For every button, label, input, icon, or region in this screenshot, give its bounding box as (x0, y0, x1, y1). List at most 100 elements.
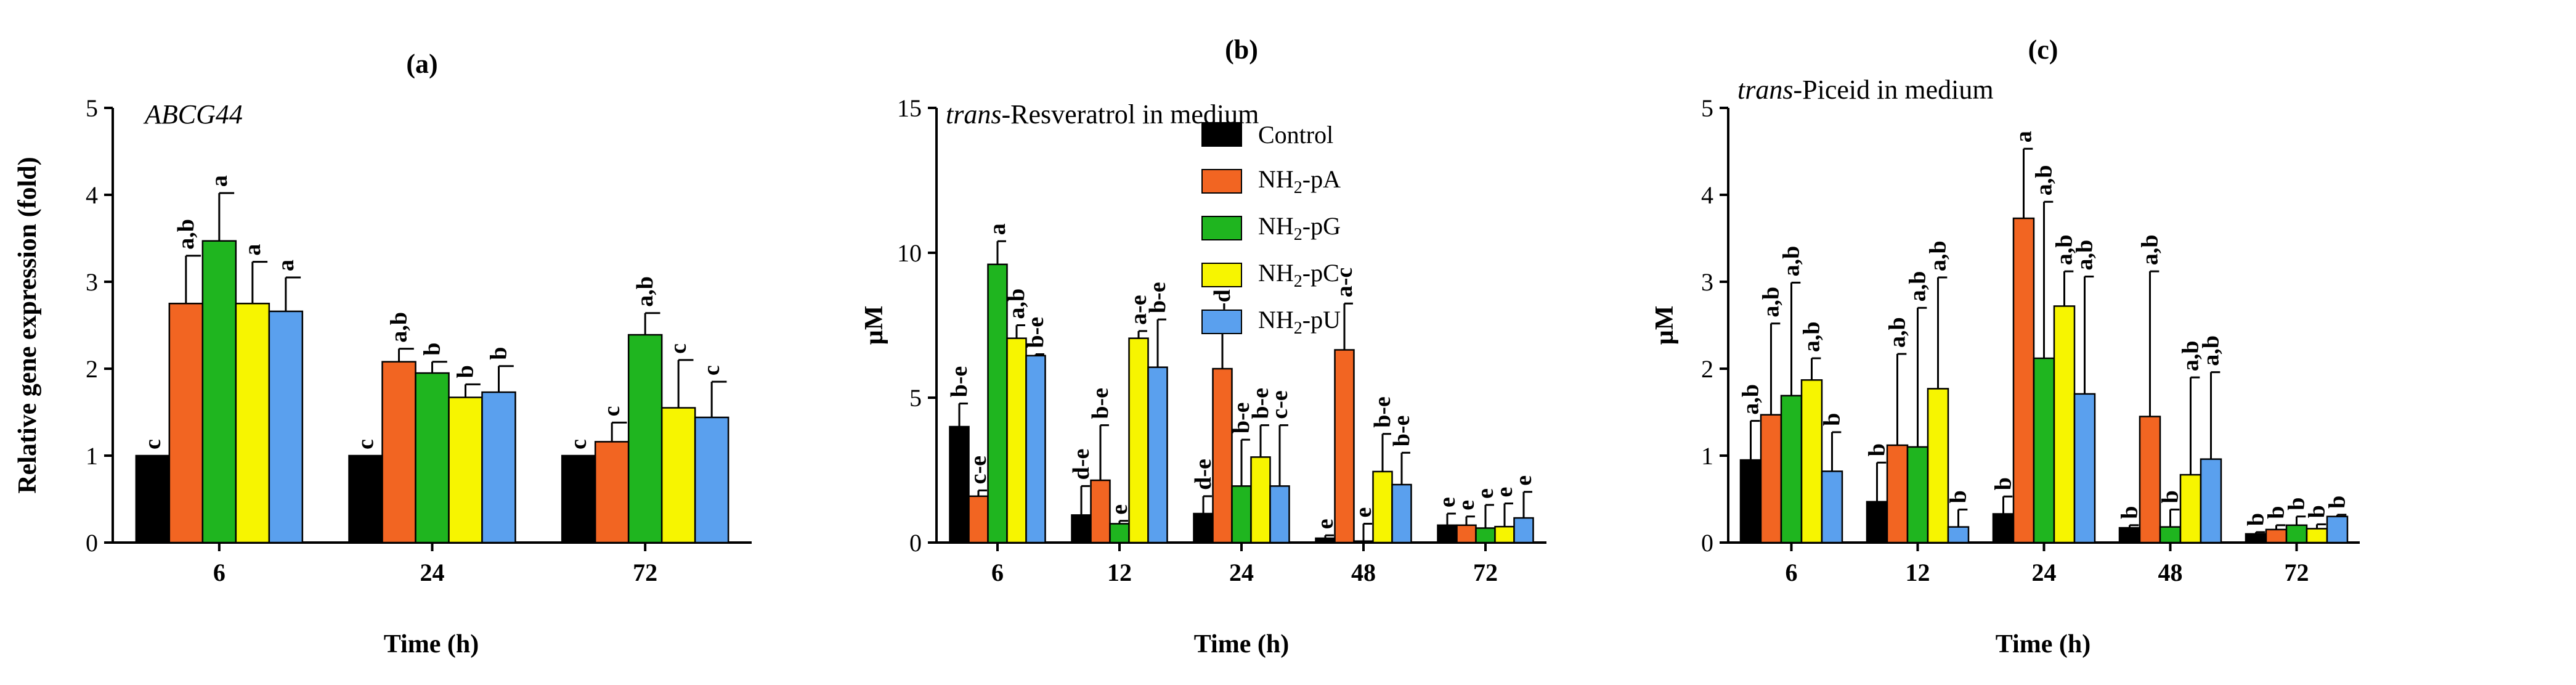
significance-letter: a,b (173, 219, 199, 250)
y-tick-label: 3 (1701, 268, 1713, 296)
significance-letter: a,b (1004, 289, 1030, 319)
significance-letter: d-e (1190, 459, 1216, 490)
significance-letter: a,b (1738, 384, 1764, 415)
bar-control (1071, 514, 1092, 544)
bar-nh2-pa (1456, 524, 1477, 544)
panel-label: (b) (1225, 35, 1258, 65)
x-axis-label: Time (h) (384, 630, 479, 658)
bar-control (1866, 501, 1888, 544)
legend-swatch (1201, 263, 1242, 287)
significance-letter: a,b (1779, 246, 1805, 277)
bar-nh2-pc (1250, 456, 1271, 544)
x-tick-label: 6 (213, 559, 226, 586)
significance-letter: b (420, 343, 445, 356)
x-tick-label: 12 (1906, 559, 1930, 586)
significance-letter: a,b (2031, 165, 2057, 196)
legend-swatch (1201, 169, 1242, 194)
significance-letter: a-e (1126, 295, 1152, 325)
significance-letter: a (240, 244, 266, 256)
bar-nh2-pg (2285, 524, 2308, 544)
bar-nh2-pa (968, 495, 989, 544)
y-tick-label: 0 (1701, 529, 1713, 557)
bar-nh2-pg (1231, 485, 1252, 544)
legend-swatch (1201, 216, 1242, 240)
bar-nh2-pg (415, 372, 450, 544)
bar-nh2-pc (235, 303, 270, 544)
bar-nh2-pc (2306, 528, 2328, 544)
significance-letter: e (1434, 497, 1460, 507)
bar-nh2-pa (168, 303, 204, 544)
y-tick-label: 10 (897, 239, 922, 267)
significance-letter: b-e (1389, 416, 1415, 447)
y-axis-label: Relative gene expression (fold) (14, 157, 42, 493)
panel-label: (a) (406, 49, 437, 79)
bar-nh2-pu (2326, 515, 2349, 544)
bar-nh2-pa (2139, 416, 2161, 544)
bar-nh2-pa (1334, 349, 1355, 544)
bar-nh2-pu (1947, 526, 1970, 544)
significance-letter: b (453, 365, 479, 378)
significance-letter: c (665, 343, 691, 354)
bar-nh2-pu (2200, 458, 2222, 544)
panel-label: (c) (2028, 35, 2058, 65)
bar-nh2-pa (2012, 217, 2035, 544)
significance-letter: c (140, 439, 166, 449)
y-tick-label: 4 (1701, 181, 1713, 209)
chart-title: trans-Piceid in medium (1737, 75, 1994, 105)
chart-title-italic: trans (1737, 75, 1793, 105)
legend-swatch (1201, 310, 1242, 334)
chart-title: ABCG44 (143, 99, 243, 129)
bar-control (2118, 527, 2141, 544)
legend-label: NH2-pG (1258, 212, 1341, 244)
significance-letter: a,b (2072, 240, 2098, 271)
significance-letter: b-e (1087, 388, 1113, 419)
x-tick-label: 48 (2158, 559, 2183, 586)
y-tick-label: 0 (909, 529, 922, 557)
legend: Control NH2-pA NH2-pG NH2-pC NH2-pU (1201, 111, 1343, 345)
bar-nh2-pc (1128, 337, 1149, 544)
bar-nh2-pc (2179, 474, 2202, 544)
bar-nh2-pa (594, 441, 630, 544)
x-tick-label: 24 (1229, 559, 1254, 586)
y-tick-label: 5 (1701, 94, 1713, 122)
significance-letter: d-e (1068, 449, 1094, 480)
bar-nh2-pc (448, 396, 483, 544)
bar-nh2-pc (1494, 525, 1515, 544)
bar-nh2-pa (1212, 367, 1233, 544)
significance-letter: e (1312, 519, 1338, 529)
chart-panel-1: (a) ABCG44 0 1 2 3 4 5 Relative gene expression … (14, 49, 752, 658)
significance-letter: b-e (1370, 396, 1396, 428)
y-tick-label: 5 (86, 94, 98, 122)
bar-nh2-pu (694, 416, 729, 544)
y-tick-label: 1 (1701, 442, 1713, 470)
significance-letter: a (206, 175, 232, 187)
bar-control (1315, 537, 1336, 544)
chart-title: trans-Resveratrol in medium (946, 99, 1259, 129)
chart-panel-3: (c)trans-Piceid in medium012345µM6a,ba,b… (1651, 35, 2360, 658)
significance-letter: e (1107, 504, 1132, 515)
significance-letter: b-e (1145, 282, 1171, 313)
bar-control (135, 454, 171, 544)
y-tick-label: 0 (86, 529, 98, 557)
bar-control (2245, 533, 2267, 544)
chart-panel-2: (b) trans-Resveratrol in medium 0 5 10 15 µM 6 b… (860, 35, 1546, 658)
bar-nh2-pu (1513, 517, 1534, 544)
significance-letter: b (2117, 506, 2143, 519)
significance-letter: a,b (1925, 240, 1951, 271)
x-tick-label: 24 (2032, 559, 2057, 586)
bar-nh2-pa (2265, 528, 2288, 544)
significance-letter: b (2264, 506, 2290, 519)
legend-label: Control (1258, 120, 1334, 149)
bar-nh2-pg (1780, 395, 1803, 544)
bar-nh2-pc (1372, 470, 1393, 544)
bar-nh2-pc (1800, 379, 1823, 544)
significance-letter: c (353, 439, 379, 449)
legend-item-nh2-pa: NH2-pA (1201, 158, 1343, 205)
bar-nh2-pa (1760, 414, 1782, 544)
bar-control (1437, 524, 1458, 544)
bar-nh2-pg (1475, 527, 1496, 544)
y-tick-label: 5 (909, 384, 922, 412)
bar-control (348, 454, 383, 544)
x-tick-label: 6 (991, 559, 1004, 586)
y-tick-label: 15 (897, 94, 922, 122)
